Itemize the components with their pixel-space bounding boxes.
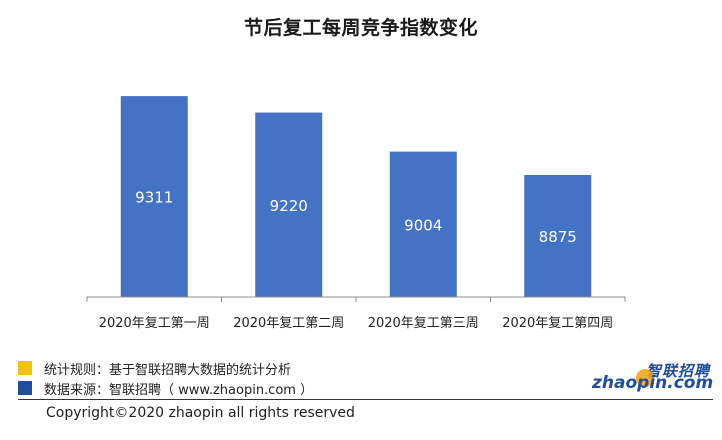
footer-divider xyxy=(18,399,713,400)
logo-dot-icon xyxy=(636,369,654,387)
bar-value-label-4: 8875 xyxy=(539,228,577,246)
zhaopin-logo: 智联招聘 zhaopin.com xyxy=(590,360,714,394)
x-tick-label-2: 2020年复工第二周 xyxy=(233,316,344,331)
bar-2 xyxy=(255,112,323,297)
logo-brand-en: zhaopin.com xyxy=(592,373,714,393)
bar-3 xyxy=(389,151,457,297)
blue-square-icon xyxy=(18,381,32,395)
copyright-text: Copyright©2020 zhaopin all rights reserv… xyxy=(46,405,355,421)
chart-title: 节后复工每周竞争指数变化 xyxy=(243,17,478,39)
bar-value-label-3: 9004 xyxy=(404,216,442,234)
x-tick-label-4: 2020年复工第四周 xyxy=(502,316,613,331)
yellow-square-icon xyxy=(18,361,32,375)
note-rule: 统计规则：基于智联招聘大数据的统计分析 xyxy=(18,358,313,378)
bar-4 xyxy=(524,174,592,297)
note-rule-text: 统计规则：基于智联招聘大数据的统计分析 xyxy=(44,362,292,378)
logo-brand-cn: 智联招聘 xyxy=(645,362,710,380)
note-source: 数据来源：智联招聘（ www.zhaopin.com ） xyxy=(18,378,313,398)
chart-notes: 统计规则：基于智联招聘大数据的统计分析 数据来源：智联招聘（ www.zhaop… xyxy=(18,358,313,398)
bar-value-label-1: 9311 xyxy=(135,189,173,207)
x-tick-label-3: 2020年复工第三周 xyxy=(368,316,479,331)
bar-chart: 9311 2020年复工第一周 9220 2020年复工第二周 9004 2020年复工第… xyxy=(86,96,626,331)
x-tick-label-1: 2020年复工第一周 xyxy=(99,316,210,331)
bar-value-label-2: 9220 xyxy=(270,197,308,215)
note-source-text: 数据来源：智联招聘（ www.zhaopin.com ） xyxy=(44,382,314,398)
bar-1 xyxy=(120,96,188,297)
